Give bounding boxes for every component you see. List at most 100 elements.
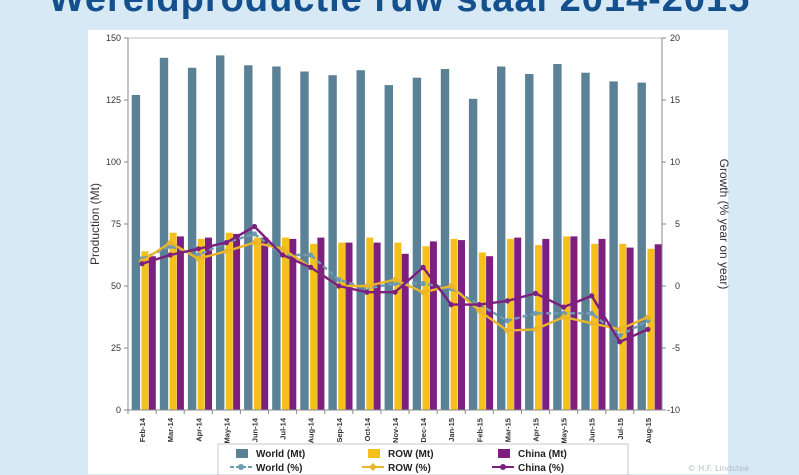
bar-world-jun-14 <box>244 65 253 411</box>
point-china-jul-14 <box>280 252 286 258</box>
legend: World (Mt) ROW (Mt) China (Mt) World (%) ROW… <box>217 443 629 475</box>
bar-row-may-15 <box>563 236 571 410</box>
point-row-aug-15 <box>644 313 652 321</box>
bar-row-jul-14 <box>282 237 289 410</box>
point-row-apr-15 <box>532 325 540 333</box>
bar-row-aug-15 <box>647 248 655 410</box>
point-row-jun-15 <box>588 319 596 327</box>
legend-marker-world-pct <box>238 464 244 470</box>
bar-world-jul-15 <box>609 81 618 411</box>
point-china-jun-14 <box>251 223 258 230</box>
point-china-feb-15 <box>476 302 482 308</box>
y-tick-label-left: 0 <box>116 405 121 415</box>
bar-row-dec-14 <box>422 246 430 410</box>
bar-china-apr-14 <box>205 237 212 410</box>
bar-world-feb-15 <box>468 98 478 411</box>
y-tick-label-left: 75 <box>111 219 121 229</box>
point-world-nov-14 <box>392 280 398 287</box>
legend-swatch-row-mt <box>368 449 380 458</box>
point-row-may-15 <box>560 313 568 321</box>
legend-label-china-pct: China (%) <box>518 463 564 474</box>
bar-row-aug-14 <box>310 243 318 410</box>
legend-swatch-world-mt <box>236 449 248 458</box>
point-row-jun-14 <box>250 239 258 247</box>
bar-world-aug-15 <box>637 82 646 410</box>
point-world-aug-15 <box>645 318 651 324</box>
point-row-jul-15 <box>616 325 624 333</box>
x-tick-label: Jul-14 <box>279 417 288 440</box>
y-tick-label-right: -5 <box>672 343 680 353</box>
bar-china-oct-14 <box>373 242 381 410</box>
point-china-aug-15 <box>645 326 651 332</box>
point-world-apr-15 <box>532 310 539 316</box>
point-row-apr-14 <box>194 255 202 263</box>
x-tick-label: Feb-14 <box>138 417 147 442</box>
point-china-aug-14 <box>308 264 314 270</box>
x-tick-label: Jul-15 <box>616 418 625 440</box>
point-china-dec-14 <box>420 264 426 270</box>
legend-marker-row-pct <box>369 463 377 471</box>
point-row-nov-14 <box>391 276 399 284</box>
legend-box <box>217 443 629 475</box>
point-world-may-15 <box>561 310 567 316</box>
bar-world-feb-14 <box>131 95 141 410</box>
bar-row-apr-14 <box>197 238 205 410</box>
x-tick-label: Dec-14 <box>419 417 428 442</box>
point-world-mar-14 <box>167 243 173 249</box>
point-china-oct-14 <box>364 289 370 295</box>
x-tick-label: Feb-15 <box>475 418 484 442</box>
y-tick-label-left: 50 <box>111 281 121 291</box>
y-tick-label-right: -10 <box>667 405 680 415</box>
legend-swatch-china-mt <box>498 449 510 458</box>
bar-row-feb-15 <box>478 252 486 410</box>
point-row-jan-15 <box>447 282 455 290</box>
point-world-jun-14 <box>251 231 258 237</box>
y-tick-label-right: 15 <box>670 95 680 105</box>
bar-world-may-14 <box>216 55 225 411</box>
point-china-jul-15 <box>617 339 623 345</box>
point-row-may-14 <box>222 247 230 255</box>
bar-china-jul-14 <box>289 238 297 410</box>
bar-row-jan-15 <box>450 238 458 410</box>
bar-world-dec-14 <box>412 77 422 410</box>
x-tick-label: May-15 <box>560 418 569 443</box>
bar-world-jul-14 <box>272 66 281 410</box>
point-china-feb-14 <box>139 261 145 267</box>
bar-world-mar-15 <box>497 66 506 410</box>
bar-row-feb-14 <box>141 251 149 410</box>
y-tick-label-left: 100 <box>106 157 121 167</box>
bar-world-apr-15 <box>525 74 534 410</box>
point-world-sep-14 <box>336 277 342 283</box>
bar-china-feb-14 <box>148 256 156 410</box>
bar-world-nov-14 <box>384 85 393 410</box>
x-tick-label: Mar-14 <box>166 417 175 442</box>
x-tick-label: Mar-15 <box>503 418 512 442</box>
point-world-aug-14 <box>308 252 314 258</box>
point-china-jun-15 <box>589 293 595 299</box>
y-tick-label-right: 20 <box>670 33 680 43</box>
bar-china-may-14 <box>233 233 241 410</box>
bar-world-jan-15 <box>440 69 450 410</box>
x-tick-label: Nov-14 <box>391 417 400 443</box>
point-world-mar-15 <box>504 318 510 324</box>
x-tick-label: May-14 <box>222 417 231 443</box>
bar-row-may-14 <box>225 232 233 410</box>
point-china-may-14 <box>223 240 229 246</box>
legend-label-row-mt: ROW (Mt) <box>388 449 434 460</box>
bar-world-oct-14 <box>356 70 365 410</box>
bar-row-jun-14 <box>253 237 261 410</box>
bar-china-dec-14 <box>429 241 437 410</box>
y-tick-label-left: 150 <box>106 33 121 43</box>
point-china-apr-14 <box>195 246 201 252</box>
x-tick-label: Aug-15 <box>644 418 653 443</box>
line-series-group <box>138 223 652 345</box>
point-china-jan-15 <box>448 302 454 308</box>
axes-group: 0 25 50 75 100 125 150 -10 -5 0 5 10 15 20 Feb-14 Mar-1… <box>88 33 731 443</box>
legend-label-row-pct: ROW (%) <box>388 463 431 474</box>
page-title: Wereldproductie ruw staal 2014-2015 <box>0 0 799 21</box>
y-tick-label-left: 25 <box>111 343 121 353</box>
point-row-mar-14 <box>166 239 174 247</box>
x-tick-label: Jan-15 <box>447 418 456 442</box>
point-world-dec-14 <box>420 280 426 287</box>
